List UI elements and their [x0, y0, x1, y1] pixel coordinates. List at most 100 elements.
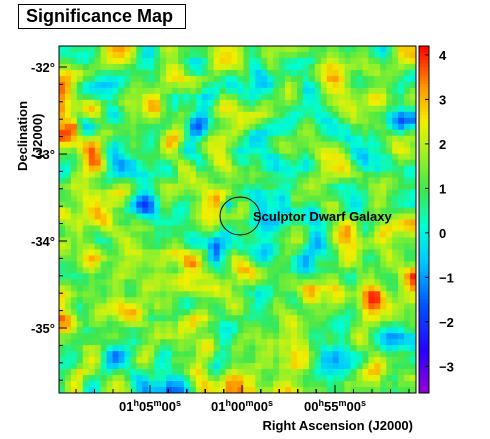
heatmap-cell [380, 333, 387, 340]
heatmap-cell [88, 381, 95, 388]
heatmap-cell [302, 153, 310, 160]
heatmap-cell [308, 123, 316, 131]
heatmap-cell [166, 135, 173, 143]
heatmap-cell [392, 207, 399, 214]
heatmap-cell [392, 75, 399, 83]
heatmap-cell [195, 105, 203, 113]
heatmap-cells [59, 46, 417, 394]
heatmap-cell [82, 75, 90, 83]
heatmap-cell [237, 129, 244, 137]
heatmap-cell [314, 369, 322, 376]
heatmap-cell [392, 369, 399, 376]
heatmap-cell [338, 291, 345, 298]
heatmap-cell [255, 267, 262, 274]
heatmap-cell [297, 327, 304, 334]
heatmap-cell [207, 135, 214, 143]
heatmap-cell [314, 189, 322, 196]
heatmap-cell [237, 351, 244, 358]
heatmap-cell [70, 177, 78, 184]
heatmap-cell [404, 375, 411, 382]
heatmap-cell [380, 249, 387, 256]
heatmap-cell [219, 75, 226, 83]
heatmap-cell [100, 51, 107, 59]
heatmap-cell [130, 339, 137, 346]
heatmap-cell [213, 273, 220, 280]
heatmap-cell [88, 69, 95, 77]
heatmap-cell [285, 279, 292, 286]
heatmap-cell [410, 123, 417, 131]
heatmap-cell [166, 219, 173, 226]
colorbar-segment [419, 389, 429, 394]
heatmap-cell [142, 147, 149, 154]
heatmap-cell [308, 381, 316, 388]
heatmap-cell [356, 279, 363, 286]
heatmap-cell [356, 99, 363, 107]
heatmap-cell [118, 46, 125, 53]
heatmap-cell [302, 46, 310, 53]
heatmap-cell [368, 87, 375, 95]
heatmap-cell [207, 51, 214, 59]
heatmap-cell [213, 147, 220, 154]
heatmap-cell [261, 141, 268, 148]
heatmap-cell [314, 243, 322, 250]
heatmap-cell [154, 351, 161, 358]
heatmap-cell [273, 46, 280, 53]
heatmap-cell [320, 159, 328, 166]
heatmap-cell [350, 303, 357, 310]
heatmap-cell [106, 225, 113, 232]
heatmap-cell [332, 171, 339, 178]
heatmap-cell [112, 321, 119, 328]
heatmap-cell [332, 243, 339, 250]
heatmap-cell [267, 141, 274, 148]
heatmap-cell [356, 381, 363, 388]
heatmap-cell [326, 243, 333, 250]
heatmap-cell [166, 363, 173, 370]
heatmap-cell [273, 57, 280, 65]
heatmap-cell [207, 69, 214, 77]
heatmap-cell [225, 351, 232, 358]
heatmap-cell [249, 183, 256, 190]
heatmap-cell [243, 279, 250, 286]
heatmap-cell [219, 63, 226, 71]
heatmap-cell [160, 237, 167, 244]
heatmap-cell [124, 231, 131, 238]
heatmap-cell [314, 105, 322, 113]
heatmap-cell [225, 153, 232, 160]
heatmap-cell [82, 387, 90, 394]
heatmap-cell [94, 363, 101, 370]
heatmap-cell [249, 249, 256, 256]
heatmap-cell [136, 225, 143, 232]
heatmap-cell [118, 261, 125, 268]
heatmap-cell [362, 327, 369, 334]
heatmap-cell [154, 147, 161, 154]
heatmap-cell [255, 159, 262, 166]
heatmap-cell [201, 213, 209, 220]
heatmap-cell [285, 291, 292, 298]
heatmap-cell [344, 57, 351, 65]
heatmap-cell [219, 279, 226, 286]
heatmap-cell [70, 141, 78, 148]
colorbar-segment [419, 143, 429, 147]
colorbar-segment [419, 184, 429, 189]
heatmap-cell [106, 207, 113, 214]
heatmap-cell [237, 267, 244, 274]
heatmap-cell [207, 285, 214, 292]
heatmap-cell [368, 93, 375, 101]
heatmap-cell [344, 321, 351, 328]
heatmap-cell [178, 165, 185, 172]
heatmap-cell [249, 63, 256, 71]
heatmap-cell [183, 363, 191, 370]
heatmap-cell [70, 46, 78, 53]
heatmap-cell [326, 93, 333, 101]
heatmap-cell [124, 333, 131, 340]
heatmap-cell [166, 375, 173, 382]
heatmap-cell [362, 363, 369, 370]
heatmap-cell [338, 225, 345, 232]
heatmap-cell [302, 243, 310, 250]
heatmap-cell [201, 303, 209, 310]
heatmap-cell [225, 369, 232, 376]
heatmap-cell [76, 111, 84, 119]
heatmap-cell [213, 171, 220, 178]
heatmap-cell [362, 147, 369, 154]
heatmap-cell [124, 255, 131, 262]
